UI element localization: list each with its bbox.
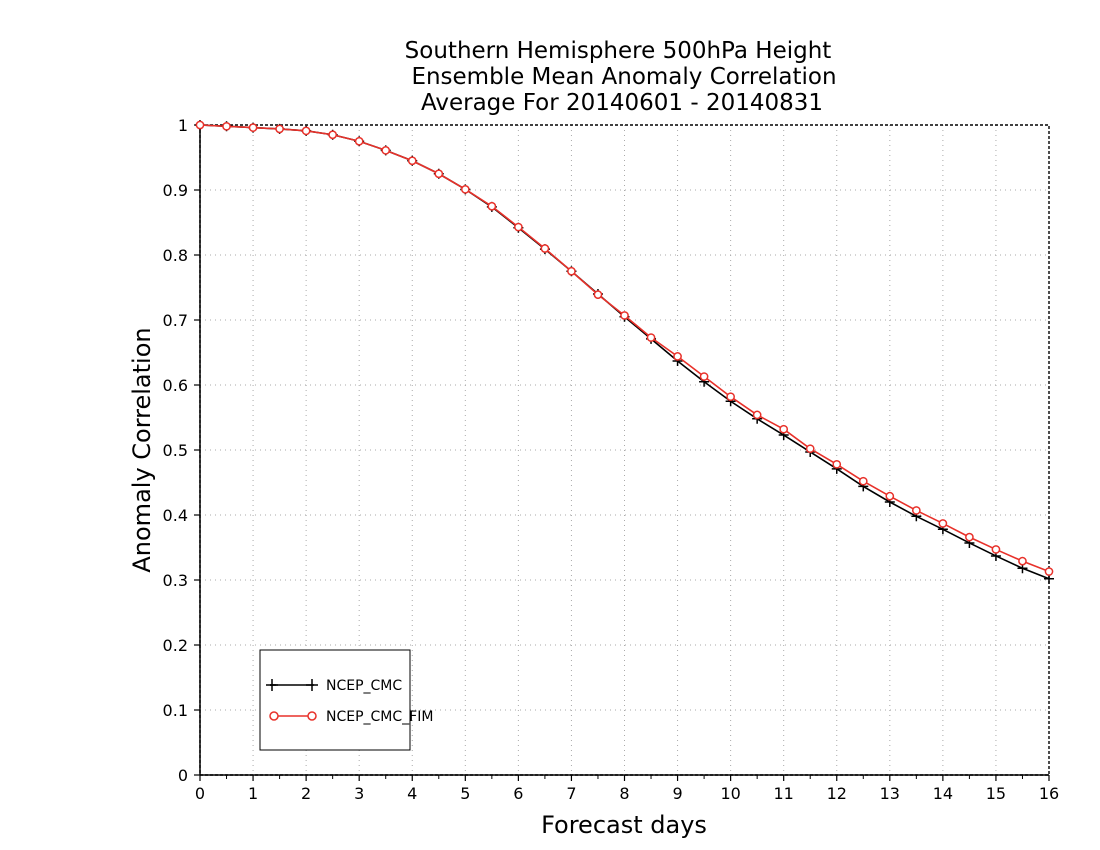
data-point	[832, 459, 842, 469]
data-point	[593, 290, 603, 299]
data-point	[911, 506, 921, 515]
y-tick-label: 0.9	[163, 181, 188, 200]
data-point	[567, 266, 576, 276]
grid	[200, 125, 1049, 775]
y-tick-label: 0.6	[163, 376, 188, 395]
data-point	[885, 491, 895, 501]
legend-label-ncep-cmc: NCEP_CMC	[326, 678, 402, 694]
x-tick-label: 6	[513, 784, 523, 803]
chart-title-line-1: Southern Hemisphere 500hPa Height	[405, 38, 832, 64]
data-point	[620, 311, 629, 320]
data-point	[965, 532, 974, 542]
y-tick-label: 0.1	[163, 701, 188, 720]
x-tick-label: 7	[566, 784, 576, 803]
chart-title-line-3: Average For 20140601 - 20140831	[421, 90, 823, 116]
data-point	[805, 444, 815, 454]
data-point	[487, 201, 497, 211]
data-point	[646, 333, 656, 342]
y-axis-label: Anomaly Correlation	[128, 327, 156, 572]
data-point	[779, 424, 789, 434]
data-point	[248, 123, 258, 132]
data-point	[460, 185, 470, 194]
data-point	[328, 130, 338, 140]
data-point	[699, 372, 709, 381]
legend: NCEP_CMC NCEP_CMC_FIM	[259, 649, 433, 751]
data-point	[540, 244, 550, 253]
series-group	[195, 120, 1054, 584]
y-tick-label: 0.4	[163, 506, 188, 525]
data-point	[514, 222, 523, 232]
legend-circle-marker-left	[269, 711, 279, 721]
legend-circle-marker-right	[307, 711, 317, 721]
data-point	[726, 392, 735, 402]
x-tick-label: 9	[672, 784, 682, 803]
data-point	[407, 156, 417, 166]
x-tick-label: 4	[407, 784, 417, 803]
series-line	[199, 124, 1050, 573]
legend-plus-marker-left	[266, 679, 278, 691]
y-tick-label: 1	[178, 116, 188, 135]
x-axis-label: Forecast days	[541, 811, 707, 839]
x-tick-label: 0	[195, 784, 205, 803]
x-tick-label: 5	[460, 784, 470, 803]
data-point	[434, 169, 444, 179]
x-tick-label: 16	[1039, 784, 1059, 803]
legend-item-ncep-cmc: NCEP_CMC	[266, 678, 402, 694]
data-point	[858, 476, 868, 486]
data-point	[991, 545, 1001, 554]
data-point	[195, 120, 205, 130]
data-point	[381, 146, 391, 155]
y-tick-label: 0.5	[163, 441, 188, 460]
legend-item-ncep-cmc-fim: NCEP_CMC_FIM	[269, 709, 433, 725]
y-tick-label: 0.7	[163, 311, 188, 330]
data-point	[938, 519, 948, 528]
x-tick-label: 2	[301, 784, 311, 803]
y-tick-label: 0.2	[163, 636, 188, 655]
x-tick-label: 12	[827, 784, 847, 803]
legend-box	[259, 649, 411, 751]
y-tick-label: 0	[178, 766, 188, 785]
series-ncep-cmc-fim	[195, 120, 1054, 576]
data-point	[673, 352, 682, 361]
ticks: 0 1 2 3 4 5 6 7 8 9 10 11 12 13 14 15 1600.10.20.30.40.5…	[163, 116, 1060, 803]
y-tick-label: 0.8	[163, 246, 188, 265]
x-tick-label: 1	[248, 784, 258, 803]
data-point	[275, 124, 284, 134]
data-point	[1044, 567, 1054, 576]
data-point	[1018, 556, 1027, 566]
chart-title-line-2: Ensemble Mean Anomaly Correlation	[411, 64, 836, 90]
x-tick-label: 3	[354, 784, 364, 803]
data-point	[301, 126, 311, 136]
x-tick-label: 14	[933, 784, 953, 803]
data-point	[222, 121, 231, 131]
x-tick-label: 13	[880, 784, 900, 803]
data-point	[752, 410, 762, 420]
x-tick-label: 15	[986, 784, 1006, 803]
y-tick-label: 0.3	[163, 571, 188, 590]
x-tick-label: 8	[619, 784, 629, 803]
legend-plus-marker-right	[306, 679, 318, 691]
x-tick-label: 11	[774, 784, 794, 803]
data-point	[354, 136, 364, 146]
x-tick-label: 10	[720, 784, 740, 803]
legend-label-ncep-cmc-fim: NCEP_CMC_FIM	[326, 709, 433, 725]
